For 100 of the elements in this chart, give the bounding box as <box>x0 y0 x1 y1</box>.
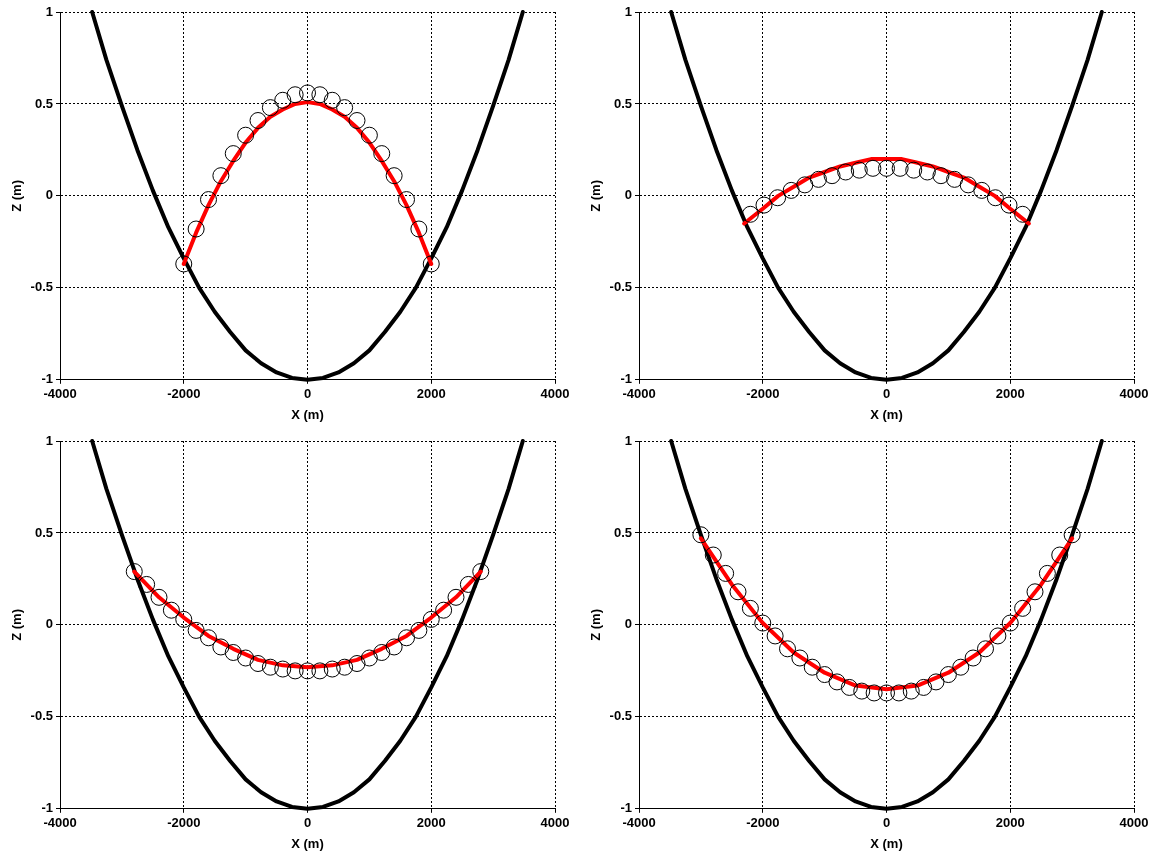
point <box>200 191 217 209</box>
point <box>410 621 428 639</box>
point <box>261 658 279 676</box>
y-tick-label: 0.5 <box>34 95 53 111</box>
point <box>360 126 378 144</box>
x-tick-label: -4000 <box>43 815 77 831</box>
point <box>864 159 882 177</box>
point <box>398 629 415 647</box>
point <box>311 662 329 680</box>
y-tick-label: -1 <box>620 800 632 816</box>
point <box>964 649 982 667</box>
y-tick-label: 0 <box>45 616 53 632</box>
point <box>323 91 341 109</box>
point <box>323 660 341 678</box>
point <box>249 655 267 673</box>
point <box>939 666 957 684</box>
point <box>1051 546 1069 564</box>
x-axis-title: X (m) <box>870 406 903 422</box>
point <box>1014 599 1032 617</box>
point <box>311 86 329 104</box>
point <box>891 159 909 177</box>
y-tick-label: -0.5 <box>30 708 53 724</box>
point <box>237 126 255 144</box>
point <box>175 610 193 628</box>
point <box>447 588 465 606</box>
point <box>237 649 255 667</box>
point <box>336 658 354 676</box>
point <box>373 643 391 661</box>
point <box>422 255 440 273</box>
point <box>905 161 923 179</box>
x-tick-label: 0 <box>303 386 312 402</box>
y-tick-label: -0.5 <box>609 708 632 724</box>
y-axis-title: Z (m) <box>588 180 604 212</box>
y-tick-label: 1 <box>624 3 632 19</box>
y-tick-label: 0.5 <box>613 95 632 111</box>
point <box>769 189 787 207</box>
point <box>398 191 415 209</box>
point <box>224 145 242 163</box>
y-tick-label: 0 <box>624 187 632 203</box>
point <box>809 170 827 188</box>
point <box>249 112 267 129</box>
point <box>741 205 759 223</box>
y-tick-label: 0.5 <box>34 524 53 540</box>
y-tick-label: -0.5 <box>30 279 53 295</box>
point <box>803 658 821 676</box>
point <box>299 662 316 680</box>
point <box>692 526 710 544</box>
y-tick-label: -0.5 <box>609 279 632 295</box>
point <box>791 649 809 667</box>
point <box>1000 196 1018 214</box>
x-axis-title: X (m) <box>291 406 324 422</box>
point <box>1038 564 1056 582</box>
y-tick-label: -1 <box>41 800 53 816</box>
y-tick-label: -1 <box>620 371 632 387</box>
point <box>1026 583 1044 601</box>
point <box>422 610 440 628</box>
point <box>989 627 1007 645</box>
y-tick-label: 1 <box>45 432 53 448</box>
point <box>410 220 428 238</box>
point <box>853 682 871 700</box>
x-tick-label: 0 <box>882 815 891 831</box>
point <box>755 196 773 214</box>
point <box>828 673 846 691</box>
point <box>729 583 747 601</box>
point <box>946 170 964 188</box>
point <box>472 563 490 581</box>
point <box>986 189 1004 207</box>
y-axis-title: Z (m) <box>9 180 25 212</box>
x-tick-label: 4000 <box>540 815 570 831</box>
point <box>973 181 991 199</box>
x-tick-label: 4000 <box>540 386 570 402</box>
point <box>902 682 920 700</box>
x-tick-label: 4000 <box>1119 815 1149 831</box>
point <box>187 621 205 639</box>
x-axis-title: X (m) <box>870 835 903 851</box>
x-tick-label: -4000 <box>622 815 656 831</box>
x-tick-label: 4000 <box>1119 386 1149 402</box>
point <box>373 145 391 163</box>
y-tick-label: -1 <box>41 371 53 387</box>
point <box>816 666 834 684</box>
point <box>348 112 366 129</box>
point <box>890 684 908 702</box>
point <box>212 638 230 656</box>
point <box>932 167 950 185</box>
point <box>878 684 895 702</box>
point <box>286 662 304 680</box>
y-tick-label: 0 <box>624 616 632 632</box>
point <box>274 660 292 678</box>
point <box>385 167 403 185</box>
x-tick-label: 2000 <box>416 815 446 831</box>
x-tick-label: 2000 <box>995 815 1025 831</box>
point <box>1014 205 1032 223</box>
point <box>717 564 735 582</box>
point <box>878 159 895 177</box>
x-axis-title: X (m) <box>291 835 324 851</box>
x-tick-label: 2000 <box>416 386 446 402</box>
point <box>959 176 977 194</box>
y-tick-label: 1 <box>45 3 53 19</box>
x-tick-label: 0 <box>882 386 891 402</box>
point <box>850 161 868 179</box>
